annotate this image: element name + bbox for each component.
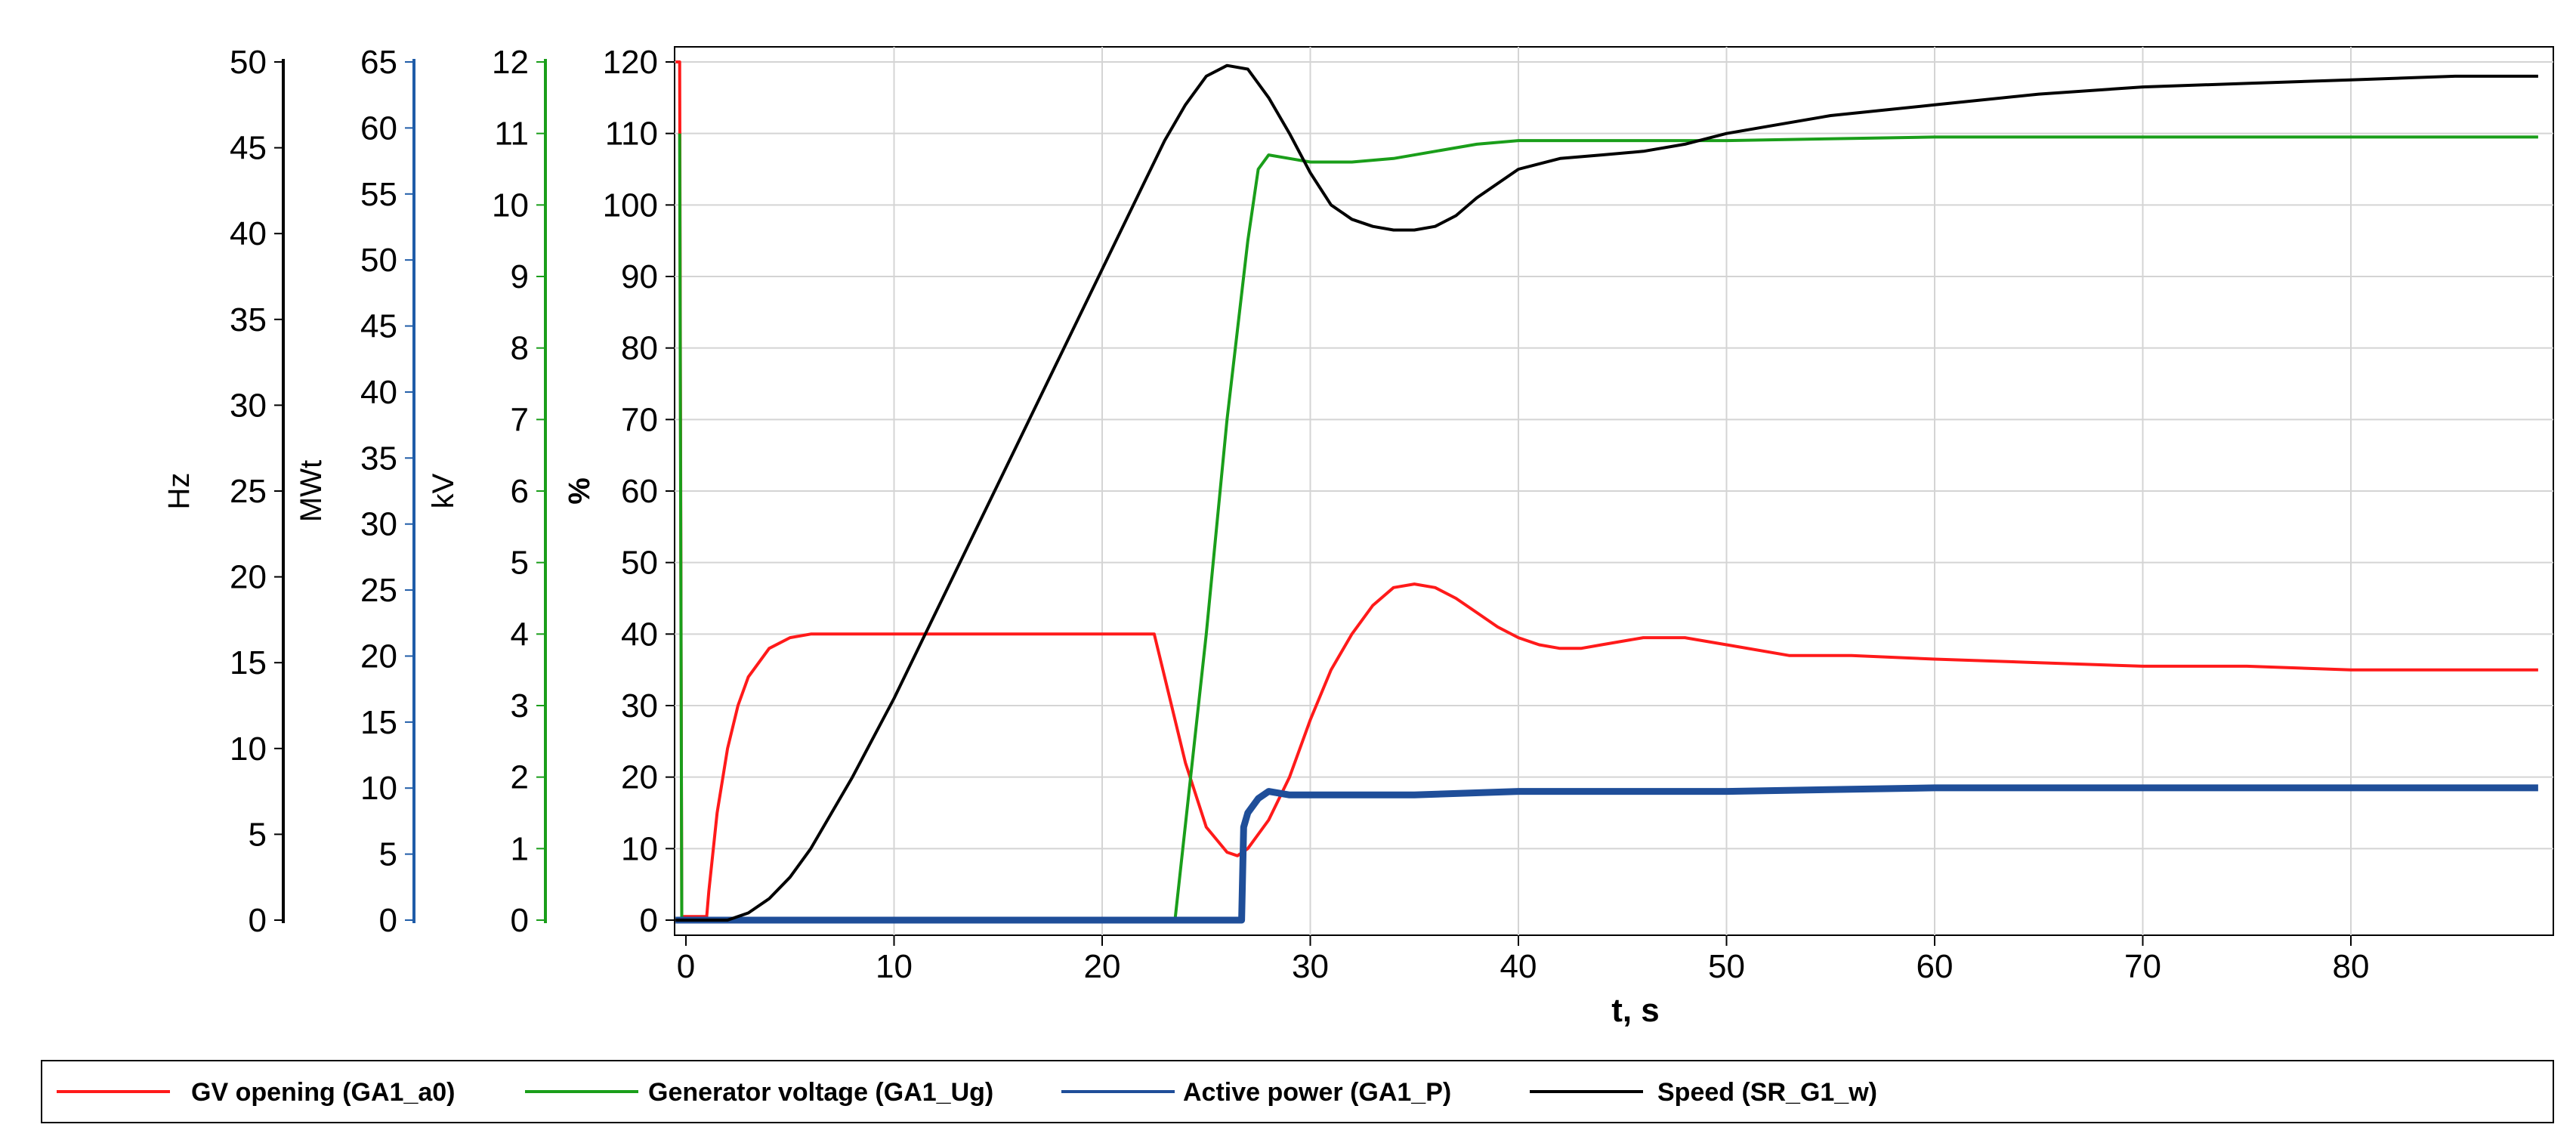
y-tick-label-hz: 50 — [230, 44, 267, 81]
series-layer — [675, 60, 2538, 924]
x-tick-label: 10 — [876, 948, 913, 985]
grid — [675, 47, 2553, 935]
legend: GV opening (GA1_a0) Generator voltage (GA… — [57, 1078, 1877, 1107]
y-tick-label-kv: 2 — [511, 759, 529, 796]
y-tick-label-pct: 10 — [621, 830, 658, 867]
x-tick-label: 0 — [677, 948, 695, 985]
y-tick-label-kv: 7 — [511, 401, 529, 438]
y-tick-label-pct: 60 — [621, 473, 658, 510]
x-axis: 0 10 20 30 40 50 60 70 80 — [677, 935, 2370, 985]
y-tick-label-hz: 10 — [230, 731, 267, 768]
y-tick-label-mwt: 65 — [360, 44, 397, 81]
legend-label-2: Active power (GA1_P) — [1183, 1078, 1451, 1107]
y-tick-label-hz: 25 — [230, 473, 267, 510]
y-tick-label-mwt: 45 — [360, 308, 397, 345]
legend-box — [41, 1060, 2554, 1123]
y-tick-label-mwt: 0 — [379, 902, 397, 939]
y-tick-label-mwt: 20 — [360, 638, 397, 675]
legend-label-1: Generator voltage (GA1_Ug) — [648, 1078, 993, 1107]
x-tick-label: 70 — [2124, 948, 2161, 985]
y-tick-label-mwt: 5 — [379, 836, 397, 873]
y-tick-label-pct: 30 — [621, 687, 658, 724]
y-tick-label-hz: 45 — [230, 130, 267, 167]
y-tick-label-hz: 35 — [230, 301, 267, 338]
x-tick-label: 30 — [1292, 948, 1329, 985]
y-tick-label-pct: 50 — [621, 545, 658, 582]
x-tick-label: 80 — [2333, 948, 2370, 985]
y-tick-label-kv: 9 — [511, 258, 529, 295]
legend-label-3: Speed (SR_G1_w) — [1657, 1078, 1877, 1107]
x-tick-label: 40 — [1500, 948, 1537, 985]
y-tick-label-mwt: 60 — [360, 110, 397, 147]
y-tick-label-pct: 90 — [621, 258, 658, 295]
y-tick-label-mwt: 30 — [360, 506, 397, 543]
y-tick-label-mwt: 40 — [360, 374, 397, 411]
x-tick-label: 20 — [1084, 948, 1121, 985]
series-line-3 — [675, 63, 2538, 922]
y-tick-label-kv: 4 — [511, 616, 529, 653]
y-tick-label-kv: 12 — [492, 44, 529, 81]
y-tick-label-kv: 1 — [511, 830, 529, 867]
y-tick-label-kv: 0 — [511, 902, 529, 939]
x-tick-label: 60 — [1917, 948, 1954, 985]
y-tick-label-kv: 10 — [492, 187, 529, 224]
y-axis-title-hz: Hz — [162, 473, 196, 510]
series-line-0 — [675, 60, 2538, 919]
y-tick-label-mwt: 10 — [360, 770, 397, 807]
x-tick-label: 50 — [1708, 948, 1745, 985]
y-tick-label-kv: 11 — [494, 116, 529, 153]
y-tick-label-pct: 100 — [603, 187, 658, 224]
y-tick-label-mwt: 50 — [360, 242, 397, 279]
y-tick-label-mwt: 25 — [360, 572, 397, 609]
x-axis-label: t, s — [1611, 992, 1660, 1029]
y-tick-label-kv: 5 — [511, 545, 529, 582]
y-axis-title-kv: kV — [427, 473, 460, 508]
y-tick-label-pct: 70 — [621, 401, 658, 438]
y-tick-label-kv: 8 — [511, 330, 529, 367]
y-tick-label-hz: 0 — [249, 902, 267, 939]
y-tick-label-pct: 120 — [603, 44, 658, 81]
y-tick-label-mwt: 15 — [360, 704, 397, 741]
y-tick-label-mwt: 35 — [360, 440, 397, 477]
y-tick-label-hz: 30 — [230, 387, 267, 424]
series-line-2 — [675, 784, 2538, 924]
y-tick-label-hz: 15 — [230, 644, 267, 681]
y-tick-label-pct: 80 — [621, 330, 658, 367]
y-tick-label-pct: 0 — [640, 902, 658, 939]
y-axis-title-mwt: MWt — [295, 460, 328, 522]
y-tick-label-hz: 20 — [230, 559, 267, 596]
y-tick-label-kv: 6 — [511, 473, 529, 510]
y-tick-label-hz: 40 — [230, 215, 267, 252]
y-tick-label-mwt: 55 — [360, 176, 397, 213]
y-tick-label-pct: 20 — [621, 759, 658, 796]
y-tick-label-kv: 3 — [511, 687, 529, 724]
y-tick-label-pct: 110 — [605, 116, 658, 153]
y-tick-label-pct: 40 — [621, 616, 658, 653]
y-axes: 0102030405060708090100110120%01234567891… — [162, 44, 675, 939]
legend-label-0: GV opening (GA1_a0) — [191, 1078, 456, 1107]
y-tick-label-hz: 5 — [249, 816, 267, 853]
y-axis-title-pct: % — [563, 477, 596, 505]
